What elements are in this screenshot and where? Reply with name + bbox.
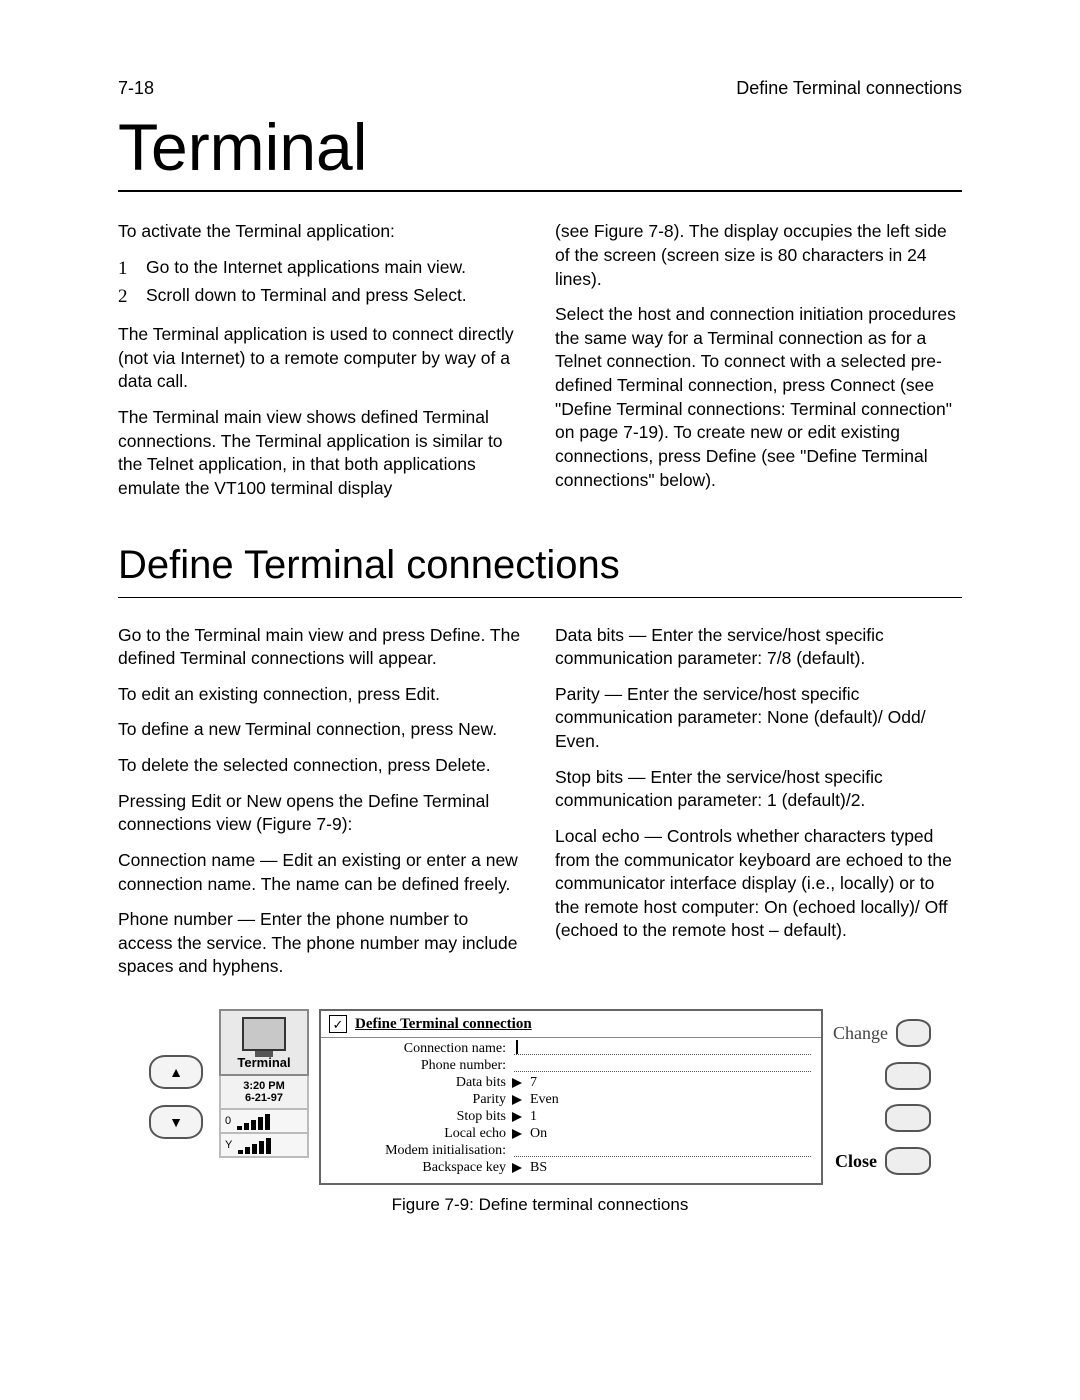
define-para: Local echo — Controls whether characters… (555, 825, 962, 943)
softkey-blank (833, 1058, 931, 1094)
intro-columns: To activate the Terminal application: 1 … (118, 220, 962, 512)
sidebar-date: 6-21-97 (223, 1092, 305, 1104)
nav-keys: ▲ ▼ (149, 1009, 203, 1185)
define-col-right: Data bits — Enter the service/host speci… (555, 624, 962, 992)
field-value: Even (530, 1092, 559, 1108)
text-input[interactable] (514, 1044, 811, 1055)
define-columns: Go to the Terminal main view and press D… (118, 624, 962, 992)
activate-lead: To activate the Terminal application: (118, 220, 525, 244)
step-num: 1 (118, 256, 136, 282)
title-rule (118, 190, 962, 192)
selector-icon[interactable] (512, 1129, 526, 1139)
sidebar-clock: 3:20 PM 6-21-97 (219, 1076, 309, 1110)
figure-7-9: ▲ ▼ Terminal 3:20 PM 6-21-97 0 Y (118, 1009, 962, 1215)
field-value: 1 (530, 1109, 537, 1125)
softkey-column: Change Close (833, 1009, 931, 1185)
field-label: Parity (331, 1092, 512, 1108)
define-col-left: Go to the Terminal main view and press D… (118, 624, 525, 992)
step-num: 2 (118, 284, 136, 310)
device-mock: ▲ ▼ Terminal 3:20 PM 6-21-97 0 Y (149, 1009, 931, 1185)
field-label: Stop bits (331, 1109, 512, 1125)
field-phone-number: Phone number: (331, 1058, 811, 1074)
nav-down-button[interactable]: ▼ (149, 1105, 203, 1139)
field-label: Backspace key (331, 1160, 512, 1176)
page-title: Terminal (118, 113, 962, 182)
softkey-close: Close (833, 1143, 931, 1179)
define-para: Data bits — Enter the service/host speci… (555, 624, 962, 671)
field-label: Data bits (331, 1075, 512, 1091)
define-para: Go to the Terminal main view and press D… (118, 624, 525, 671)
signal-prefix: Y (225, 1140, 232, 1151)
sidebar-app: Terminal (219, 1009, 309, 1076)
field-modem-init: Modem initialisation: (331, 1143, 811, 1159)
define-para: Connection name — Edit an existing or en… (118, 849, 525, 896)
selector-icon[interactable] (512, 1095, 526, 1105)
selector-icon[interactable] (512, 1163, 526, 1173)
screen-titlebar: ✓ Define Terminal connection (321, 1011, 821, 1038)
field-value: BS (530, 1160, 547, 1176)
intro-col-left: To activate the Terminal application: 1 … (118, 220, 525, 512)
step-text: Scroll down to Terminal and press Select… (146, 284, 467, 310)
intro-para: Select the host and connection initiatio… (555, 303, 962, 492)
screen-title: Define Terminal connection (355, 1016, 532, 1033)
softkey-button[interactable] (885, 1147, 931, 1175)
define-para: To delete the selected connection, press… (118, 754, 525, 778)
intro-para: (see Figure 7-8). The display occupies t… (555, 220, 962, 291)
selector-icon[interactable] (512, 1078, 526, 1088)
step-2: 2 Scroll down to Terminal and press Sele… (118, 284, 525, 310)
field-connection-name: Connection name: (331, 1041, 811, 1057)
running-header: 7-18 Define Terminal connections (118, 78, 962, 99)
terminal-icon (242, 1017, 286, 1051)
text-input[interactable] (514, 1146, 811, 1157)
field-value: 7 (530, 1075, 537, 1091)
softkey-label: Change (833, 1023, 888, 1044)
field-label: Phone number: (331, 1058, 512, 1074)
define-para: To edit an existing connection, press Ed… (118, 683, 525, 707)
nav-up-button[interactable]: ▲ (149, 1055, 203, 1089)
text-input[interactable] (514, 1061, 811, 1072)
signal-bar-row: Y (219, 1134, 309, 1158)
signal-bar-row: 0 (219, 1110, 309, 1134)
softkey-button[interactable] (896, 1019, 931, 1047)
section-title: Define Terminal connections (118, 543, 962, 587)
intro-col-right: (see Figure 7-8). The display occupies t… (555, 220, 962, 512)
section-rule (118, 597, 962, 598)
field-label: Connection name: (331, 1041, 512, 1057)
softkey-label: Close (835, 1151, 877, 1172)
softkey-blank (833, 1100, 931, 1136)
selector-icon[interactable] (512, 1112, 526, 1122)
field-label: Modem initialisation: (331, 1143, 512, 1159)
softkey-button[interactable] (885, 1104, 931, 1132)
softkey-change: Change (833, 1015, 931, 1051)
field-value: On (530, 1126, 547, 1142)
device-screen: ✓ Define Terminal connection Connection … (319, 1009, 823, 1185)
signal-prefix: 0 (225, 1116, 231, 1127)
field-parity: Parity Even (331, 1092, 811, 1108)
device-sidebar: Terminal 3:20 PM 6-21-97 0 Y (219, 1009, 309, 1185)
field-backspace-key: Backspace key BS (331, 1160, 811, 1176)
intro-para: The Terminal application is used to conn… (118, 323, 525, 394)
check-icon: ✓ (329, 1015, 347, 1033)
define-para: Phone number — Enter the phone number to… (118, 908, 525, 979)
step-1: 1 Go to the Internet applications main v… (118, 256, 525, 282)
step-text: Go to the Internet applications main vie… (146, 256, 466, 282)
field-label: Local echo (331, 1126, 512, 1142)
field-data-bits: Data bits 7 (331, 1075, 811, 1091)
define-para: Pressing Edit or New opens the Define Te… (118, 790, 525, 837)
softkey-button[interactable] (885, 1062, 931, 1090)
define-para: Parity — Enter the service/host specific… (555, 683, 962, 754)
intro-para: The Terminal main view shows defined Ter… (118, 406, 525, 501)
field-stop-bits: Stop bits 1 (331, 1109, 811, 1125)
sidebar-time: 3:20 PM (223, 1080, 305, 1092)
text-cursor-icon (516, 1040, 518, 1054)
sidebar-app-label: Terminal (225, 1055, 303, 1070)
field-local-echo: Local echo On (331, 1126, 811, 1142)
define-para: Stop bits — Enter the service/host speci… (555, 766, 962, 813)
figure-caption: Figure 7-9: Define terminal connections (392, 1195, 689, 1215)
define-para: To define a new Terminal connection, pre… (118, 718, 525, 742)
header-section: Define Terminal connections (736, 78, 962, 99)
activate-steps: 1 Go to the Internet applications main v… (118, 256, 525, 309)
page-number: 7-18 (118, 78, 154, 99)
screen-body: Connection name: Phone number: Data bits… (321, 1038, 821, 1183)
